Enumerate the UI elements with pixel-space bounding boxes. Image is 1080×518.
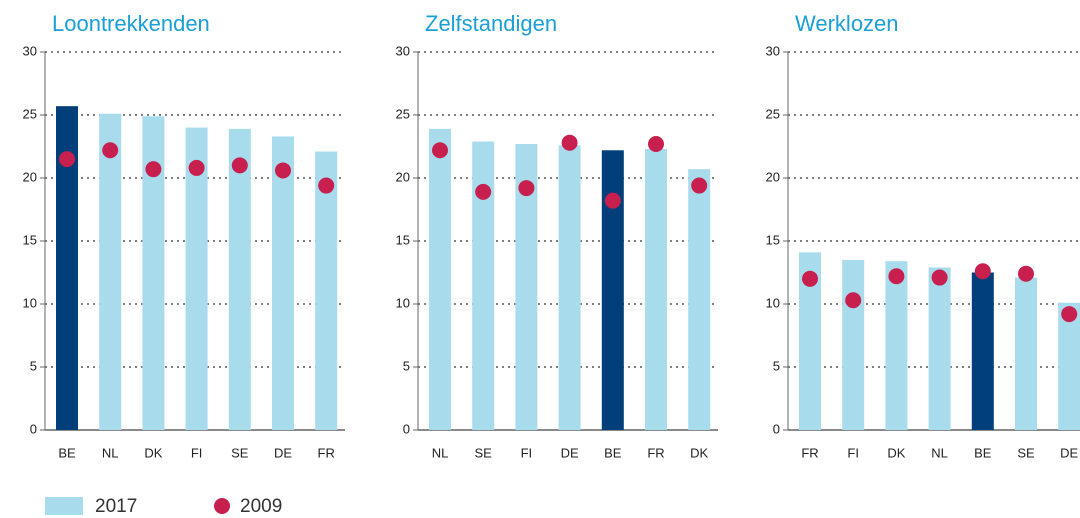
bar: [315, 151, 338, 431]
x-tick-label: BE: [604, 445, 622, 460]
y-tick-label: 10: [396, 295, 410, 310]
bar: [601, 150, 624, 430]
bar: [472, 141, 495, 430]
bar: [185, 127, 208, 430]
x-tick-label: FR: [647, 445, 664, 460]
bar: [842, 259, 865, 430]
x-tick-label: SE: [1017, 445, 1035, 460]
chart-title: Werklozen: [795, 11, 899, 36]
bar: [645, 149, 667, 430]
x-tick-label: NL: [432, 445, 449, 460]
bar: [558, 145, 581, 431]
x-tick-label: NL: [102, 445, 119, 460]
bar: [429, 128, 451, 431]
dot: [59, 151, 75, 168]
y-tick-label: 30: [766, 43, 780, 58]
chart-title: Zelfstandigen: [425, 11, 557, 36]
bar: [228, 128, 251, 431]
x-tick-label: BE: [58, 445, 76, 460]
dot: [691, 177, 708, 194]
dot: [145, 161, 162, 178]
x-tick-label: DK: [690, 445, 708, 460]
dot: [1061, 306, 1078, 323]
y-tick-label: 30: [396, 43, 410, 58]
y-tick-label: 10: [23, 295, 37, 310]
bar: [885, 261, 908, 430]
dot: [1018, 265, 1034, 282]
y-tick-label: 0: [30, 421, 37, 436]
dot: [802, 270, 818, 287]
y-tick-label: 20: [23, 169, 37, 184]
x-tick-label: DE: [561, 445, 579, 460]
x-tick-label: DK: [144, 445, 162, 460]
x-tick-label: FI: [847, 445, 859, 460]
y-tick-label: 15: [23, 232, 37, 247]
dot: [102, 142, 119, 159]
dot: [475, 183, 492, 200]
y-tick-label: 25: [23, 106, 37, 121]
chart-title: Loontrekkenden: [52, 11, 210, 36]
dot: [188, 159, 205, 176]
y-tick-label: 0: [403, 421, 410, 436]
dot: [648, 135, 664, 152]
dot: [845, 292, 862, 309]
y-tick-label: 25: [396, 106, 410, 121]
dot: [604, 192, 621, 209]
dot: [432, 142, 448, 159]
x-tick-label: DE: [1060, 445, 1078, 460]
bar: [1015, 277, 1037, 430]
bar: [272, 136, 294, 431]
y-tick-label: 15: [396, 232, 410, 247]
x-tick-label: BE: [974, 445, 992, 460]
legend-swatch: [45, 497, 83, 515]
bar: [99, 113, 122, 431]
x-tick-label: FI: [521, 445, 533, 460]
dot: [231, 157, 248, 174]
dot: [318, 177, 335, 194]
bar: [1058, 302, 1080, 430]
y-tick-label: 10: [766, 295, 780, 310]
dot: [561, 134, 578, 151]
dot: [275, 162, 291, 179]
x-tick-label: FR: [801, 445, 818, 460]
y-tick-label: 30: [23, 43, 37, 58]
x-tick-label: DK: [887, 445, 905, 460]
x-tick-label: FR: [318, 445, 335, 460]
y-tick-label: 5: [403, 358, 410, 373]
y-tick-label: 5: [30, 358, 37, 373]
y-tick-label: 15: [766, 232, 780, 247]
legend-label: 2017: [95, 496, 137, 517]
bar: [142, 116, 165, 430]
y-tick-label: 25: [766, 106, 780, 121]
bar: [971, 272, 994, 430]
bar: [515, 143, 538, 431]
bar: [56, 106, 78, 431]
legend-swatch: [214, 498, 230, 514]
bar: [688, 169, 711, 430]
dot: [888, 268, 905, 285]
y-tick-label: 5: [773, 358, 780, 373]
bar: [799, 252, 821, 430]
dot: [518, 180, 535, 197]
x-tick-label: FI: [191, 445, 203, 460]
x-tick-label: NL: [931, 445, 948, 460]
dot: [974, 263, 991, 280]
x-tick-label: SE: [475, 445, 493, 460]
y-tick-label: 20: [396, 169, 410, 184]
y-tick-label: 20: [766, 169, 780, 184]
y-tick-label: 0: [773, 421, 780, 436]
dot: [931, 269, 948, 286]
x-tick-label: SE: [231, 445, 249, 460]
x-tick-label: DE: [274, 445, 292, 460]
legend-label: 2009: [240, 496, 282, 517]
bar: [928, 267, 951, 430]
